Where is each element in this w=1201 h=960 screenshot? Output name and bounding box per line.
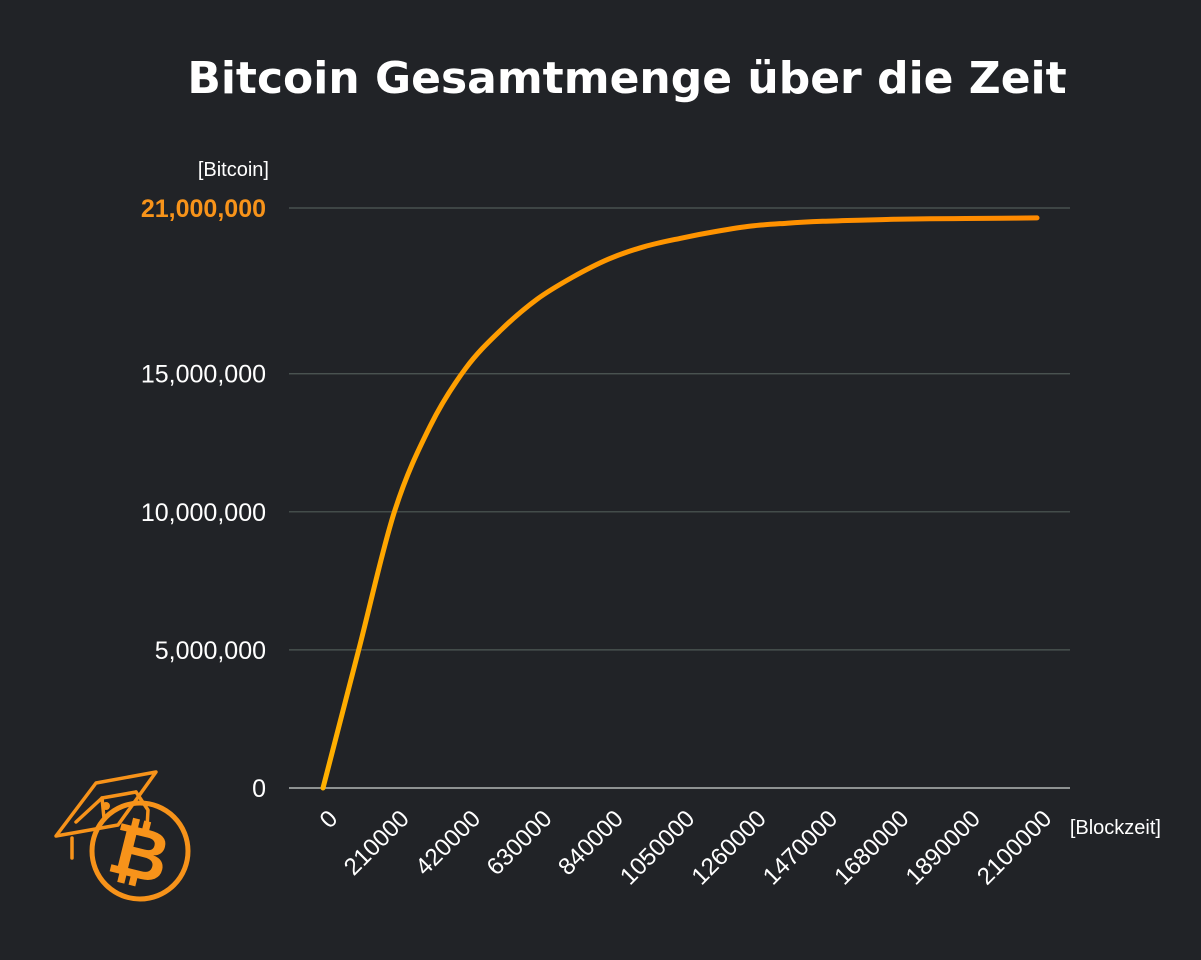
x-tick-label: 420000	[410, 805, 486, 881]
x-axis-label: [Blockzeit]	[1070, 817, 1161, 839]
logo-bitcoin-glyph: ₿	[101, 805, 178, 901]
y-tick-labels: 0 5,000,000 10,000,000 15,000,000 21,000,000	[141, 195, 266, 803]
x-tick-label: 630000	[482, 805, 558, 881]
x-tick-labels: 0210000420000630000840000105000012600001…	[315, 805, 1058, 890]
series-line-total-supply	[320, 215, 1040, 791]
x-tick-label: 1680000	[829, 805, 914, 890]
cap-tassel-knot	[102, 802, 110, 810]
x-tick-label: 0	[315, 805, 344, 834]
x-tick-label: 1470000	[758, 805, 843, 890]
x-tick-label: 210000	[339, 805, 415, 881]
y-axis-label: [Bitcoin]	[198, 159, 269, 181]
logo-coin	[89, 800, 191, 902]
x-tick-label: 1260000	[686, 805, 771, 890]
chart-title: Bitcoin Gesamtmenge über die Zeit	[187, 53, 1066, 104]
gridlines	[289, 207, 1070, 651]
x-tick-label: 2100000	[972, 805, 1057, 890]
y-tick-label: 15,000,000	[141, 361, 266, 389]
y-tick-label: 21,000,000	[141, 195, 266, 223]
bitcoin-graduation-cap-logo-icon: ₿	[54, 770, 191, 902]
y-tick-label: 10,000,000	[141, 499, 266, 527]
y-tick-label: 0	[252, 775, 266, 803]
x-tick-label: 1890000	[901, 805, 986, 890]
x-tick-label: 1050000	[615, 805, 700, 890]
y-tick-label: 5,000,000	[155, 637, 266, 665]
